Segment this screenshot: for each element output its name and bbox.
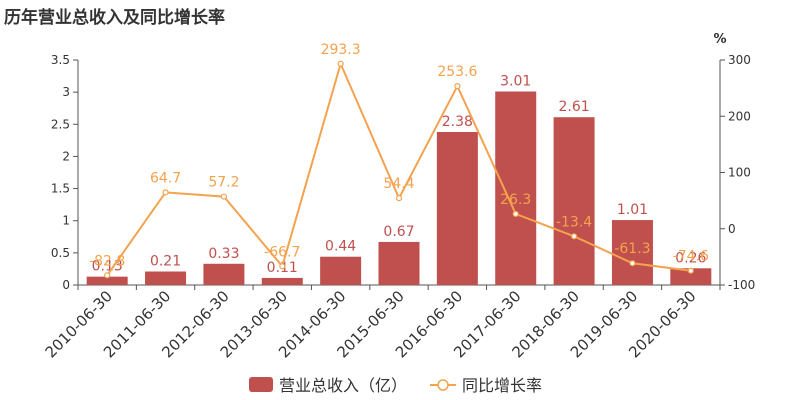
y-right-unit: % [713, 32, 726, 47]
bar-data-label: 0.26 [675, 250, 706, 266]
bar-data-label: 0.21 [150, 254, 181, 270]
bar-data-label: 2.38 [442, 114, 473, 130]
line-data-label: 64.7 [150, 170, 181, 186]
legend-line-label: 同比增长率 [462, 376, 542, 395]
line-point [512, 210, 519, 218]
bar [86, 276, 128, 285]
line-data-label: 26.3 [500, 192, 531, 208]
y-left-tick-label: 2.5 [51, 117, 70, 131]
bar-data-label: 1.01 [617, 202, 648, 218]
y-left-tick-label: 3 [62, 85, 70, 99]
y-left-tick-label: 1 [62, 214, 70, 228]
chart-title: 历年营业总收入及同比增长率 [4, 8, 225, 28]
bar-data-label: 3.01 [500, 74, 531, 90]
line-data-label: 293.3 [321, 42, 361, 58]
legend-line-marker [437, 379, 449, 391]
legend-bar-label: 营业总收入（亿） [279, 376, 407, 395]
y-left-tick-label: 0.5 [51, 246, 70, 260]
line-data-label: -13.4 [556, 214, 592, 230]
y-right-tick-label: 300 [728, 53, 751, 67]
line-point [454, 82, 461, 90]
bar-data-label: 2.61 [559, 99, 590, 115]
line-point [687, 267, 694, 274]
y-right-tick-label: 0 [728, 222, 736, 236]
line-point [570, 233, 578, 240]
line-data-label: -82.8 [89, 253, 125, 269]
line-data-label: 54.4 [383, 176, 414, 192]
line-point [629, 260, 636, 267]
bar [436, 132, 478, 285]
bar [611, 220, 653, 285]
bar [553, 117, 595, 285]
line-point [395, 195, 403, 202]
line-point [337, 60, 344, 67]
y-left-tick-label: 0 [62, 278, 70, 292]
line-data-label: -74.6 [673, 249, 709, 265]
bar-data-label: 0.33 [208, 246, 239, 262]
bar [145, 271, 187, 285]
bar [670, 268, 712, 285]
bar [261, 277, 303, 285]
line-point [220, 193, 228, 200]
bar [495, 91, 537, 285]
line-point [162, 189, 169, 196]
line-point [279, 263, 286, 270]
bar-data-label: 0.44 [325, 239, 356, 255]
legend-bar-swatch [249, 377, 273, 392]
y-right-tick-label: -100 [728, 278, 755, 292]
y-left-tick-label: 1.5 [51, 182, 70, 196]
line-data-label: -61.3 [614, 241, 650, 257]
line-point [104, 272, 111, 279]
bar [378, 241, 420, 285]
y-right-tick-label: 100 [728, 166, 751, 180]
bar [320, 256, 362, 285]
line-data-label: 253.6 [437, 64, 477, 80]
y-left-tick-label: 2 [62, 149, 70, 163]
bar-data-label: 0.67 [383, 224, 414, 240]
y-right-tick-label: 200 [728, 109, 751, 123]
line-data-label: -66.7 [264, 244, 300, 260]
line-data-label: 57.2 [208, 175, 239, 191]
bar [203, 263, 245, 285]
y-left-tick-label: 3.5 [51, 53, 70, 67]
